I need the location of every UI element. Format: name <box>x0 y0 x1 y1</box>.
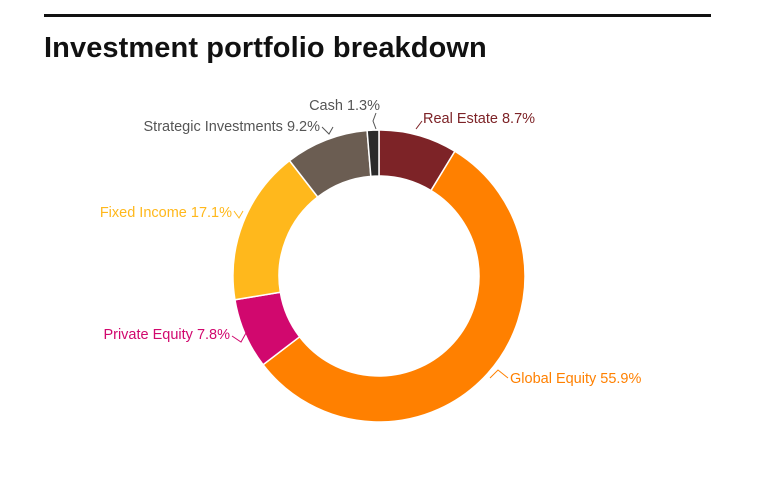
slice-labels: Real Estate 8.7% Global Equity 55.9% Priva… <box>100 98 642 387</box>
label-private-equity: Private Equity 7.8% <box>103 327 230 343</box>
slice-cash[interactable] <box>366 129 380 178</box>
label-cash: Cash 1.3% <box>309 98 380 114</box>
label-fixed-income: Fixed Income 17.1% <box>100 205 232 221</box>
label-strategic-investments: Strategic Investments 9.2% <box>144 119 321 135</box>
chart-title: Investment portfolio breakdown <box>44 32 487 64</box>
donut-slices <box>232 129 526 423</box>
leader-line-strategic-investments <box>321 126 334 135</box>
leader-line-fixed-income <box>233 210 244 219</box>
label-leader-lines <box>231 112 509 379</box>
leader-line-global-equity <box>489 369 509 379</box>
label-real-estate: Real Estate 8.7% <box>423 111 535 127</box>
top-rule <box>44 14 711 17</box>
leader-line-cash <box>372 112 377 130</box>
label-global-equity: Global Equity 55.9% <box>510 371 641 387</box>
leader-line-private-equity <box>231 332 247 343</box>
leader-line-real-estate <box>415 120 423 130</box>
slice-global-equity[interactable] <box>262 150 526 423</box>
